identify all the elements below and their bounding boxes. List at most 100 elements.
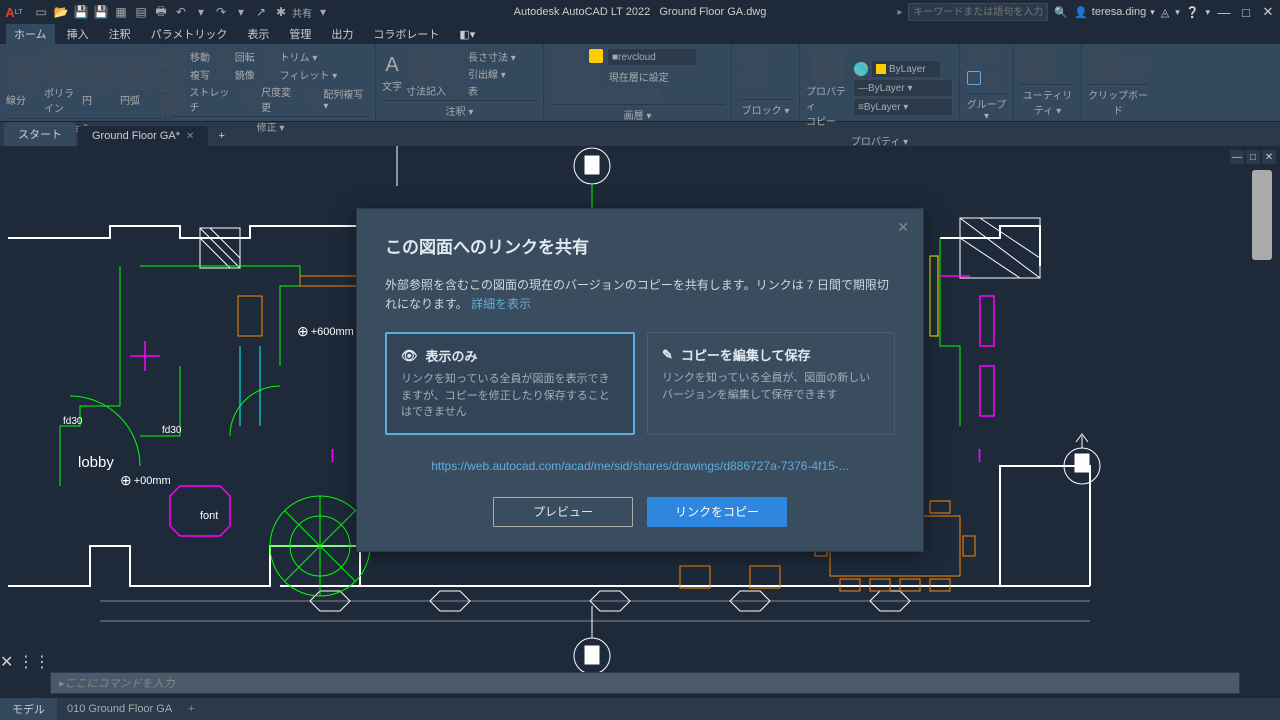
menu-home[interactable]: ホーム	[6, 24, 55, 44]
option-view-only[interactable]: 👁表示のみ リンクを知っている全員が図面を表示できますが、コピーを修正したり保存…	[385, 332, 635, 435]
tab-start[interactable]: スタート	[4, 122, 76, 146]
menu-parametric[interactable]: パラメトリック	[143, 24, 236, 44]
polyline-icon[interactable]	[45, 51, 77, 83]
arrow-icon[interactable]: ↗	[252, 3, 270, 21]
undo-icon[interactable]: ↶	[172, 3, 190, 21]
cmdline-handle-icon[interactable]: ⋮⋮	[18, 654, 50, 671]
cmdline-close-icon[interactable]: ✕	[0, 654, 13, 671]
panel-title-group[interactable]: グループ ▾	[966, 93, 1007, 122]
block-i2[interactable]	[755, 52, 769, 66]
menu-collaborate[interactable]: コラボレート	[365, 24, 447, 44]
app-logo[interactable]: ALT	[0, 5, 28, 20]
layer-i2[interactable]	[570, 49, 584, 63]
save-icon[interactable]: 💾	[72, 3, 90, 21]
grp-i1[interactable]	[967, 49, 981, 63]
line-icon[interactable]	[7, 58, 39, 90]
viewport-maximize-icon[interactable]: □	[1246, 150, 1260, 164]
layer-b3[interactable]	[589, 87, 603, 101]
search-arrow-icon[interactable]: ▸	[897, 7, 902, 18]
autodesk-icon[interactable]: ◬	[1161, 6, 1169, 19]
model-tab[interactable]: モデル	[0, 698, 57, 720]
details-link[interactable]: 詳細を表示	[471, 297, 531, 311]
viewport-close-icon[interactable]: ✕	[1262, 150, 1276, 164]
share-dialog: ✕ この図面へのリンクを共有 外部参照を含むこの図面の現在のバージョンのコピーを…	[356, 208, 924, 552]
layer-i1[interactable]	[551, 49, 565, 63]
panel-title-block[interactable]: ブロック ▾	[738, 99, 793, 117]
title-text: Autodesk AutoCAD LT 2022 Ground Floor GA…	[514, 6, 767, 18]
text-icon[interactable]: A	[385, 54, 398, 77]
bylayer2[interactable]: — ByLayer ▾	[853, 79, 953, 97]
dimension-icon[interactable]	[410, 49, 442, 81]
circle-icon[interactable]	[83, 58, 115, 90]
menu-annotate[interactable]: 注釈	[101, 24, 139, 44]
print-icon[interactable]: 🖶	[152, 3, 170, 21]
util-icon[interactable]	[1021, 49, 1053, 81]
share-icon[interactable]: ✱	[272, 3, 290, 21]
menu-output[interactable]: 出力	[323, 24, 361, 44]
undo-drop-icon[interactable]: ▾	[192, 3, 210, 21]
copy-link-button[interactable]: リンクをコピー	[647, 497, 787, 527]
layout-tab[interactable]: 010 Ground Floor GA	[57, 700, 182, 718]
search-input[interactable]	[908, 3, 1048, 21]
grp-i3[interactable]	[967, 71, 981, 85]
grp-i4[interactable]	[983, 71, 997, 85]
redo-icon[interactable]: ↷	[212, 3, 230, 21]
block-i4[interactable]	[755, 74, 769, 88]
paste-icon[interactable]	[1089, 49, 1121, 81]
layer-b1[interactable]	[551, 87, 565, 101]
block-i1[interactable]	[739, 52, 753, 66]
command-input[interactable]: ▸ ここにコマンドを入力	[50, 672, 1240, 694]
option-edit-copy[interactable]: ✎コピーを編集して保存 リンクを知っている全員が、図面の新しいバージョンを編集し…	[647, 332, 895, 435]
menu-view[interactable]: 表示	[239, 24, 277, 44]
layer-b5[interactable]	[627, 87, 641, 101]
share-label[interactable]: 共有	[292, 3, 312, 21]
share-url[interactable]: https://web.autocad.com/acad/me/sid/shar…	[385, 459, 895, 473]
preview-button[interactable]: プレビュー	[493, 497, 633, 527]
plot-icon[interactable]: ▦	[112, 3, 130, 21]
new-icon[interactable]: ▭	[32, 3, 50, 21]
panel-title-annotate[interactable]: 注釈 ▾	[382, 100, 537, 118]
menu-manage[interactable]: 管理	[281, 24, 319, 44]
saveas-icon[interactable]: 💾	[92, 3, 110, 21]
viewport-minimize-icon[interactable]: —	[1230, 150, 1244, 164]
clip-icon[interactable]	[1127, 55, 1147, 75]
bylayer3[interactable]: ≡ ByLayer ▾	[853, 98, 953, 116]
status-bar: モデル 010 Ground Floor GA +	[0, 698, 1280, 720]
layout-add[interactable]: +	[182, 700, 200, 718]
viewport-controls: — □ ✕	[1230, 150, 1276, 164]
open-icon[interactable]: 📂	[52, 3, 70, 21]
help-icon[interactable]: ❔	[1186, 6, 1200, 19]
plot2-icon[interactable]: ▤	[132, 3, 150, 21]
grp-i2[interactable]	[983, 49, 997, 63]
layer-combo[interactable]: ■ revcloud	[607, 48, 697, 66]
props-big[interactable]	[812, 49, 844, 81]
close-button[interactable]: ✕	[1260, 4, 1276, 20]
layer-i3[interactable]	[589, 49, 603, 63]
tab-close-icon[interactable]: ✕	[186, 131, 194, 142]
text-cursor-2: I	[977, 446, 982, 466]
redo-drop-icon[interactable]: ▾	[232, 3, 250, 21]
eye-icon: 👁	[401, 348, 418, 364]
arc-icon[interactable]	[121, 58, 153, 90]
minimize-button[interactable]: —	[1216, 5, 1232, 20]
dim-label-600: ⊕+600mm	[297, 323, 354, 340]
menu-featured[interactable]: ◧▾	[451, 26, 483, 43]
tab-new[interactable]: +	[210, 126, 232, 146]
color-icon[interactable]	[854, 62, 868, 76]
nav-bar[interactable]	[1252, 170, 1272, 260]
dialog-close-icon[interactable]: ✕	[897, 219, 909, 236]
qat-more-icon[interactable]: ▾	[314, 3, 332, 21]
layer-b2[interactable]	[570, 87, 584, 101]
block-i3[interactable]	[739, 74, 753, 88]
search-icon[interactable]: 🔍	[1054, 6, 1068, 19]
layer-b4[interactable]	[608, 87, 622, 101]
user-menu[interactable]: 👤teresa.ding▾	[1074, 6, 1155, 19]
bylayer1[interactable]: ByLayer	[871, 60, 941, 78]
ribbon-panel-utility: ユーティリティ ▾	[1014, 44, 1082, 121]
maximize-button[interactable]: □	[1238, 5, 1254, 20]
menu-insert[interactable]: 挿入	[59, 24, 97, 44]
panel-title-utility[interactable]: ユーティリティ ▾	[1020, 84, 1075, 117]
tab-file[interactable]: Ground Floor GA*✕	[78, 126, 208, 146]
panel-title-layer[interactable]: 画層 ▾	[550, 104, 725, 122]
layer-b6[interactable]	[646, 87, 660, 101]
